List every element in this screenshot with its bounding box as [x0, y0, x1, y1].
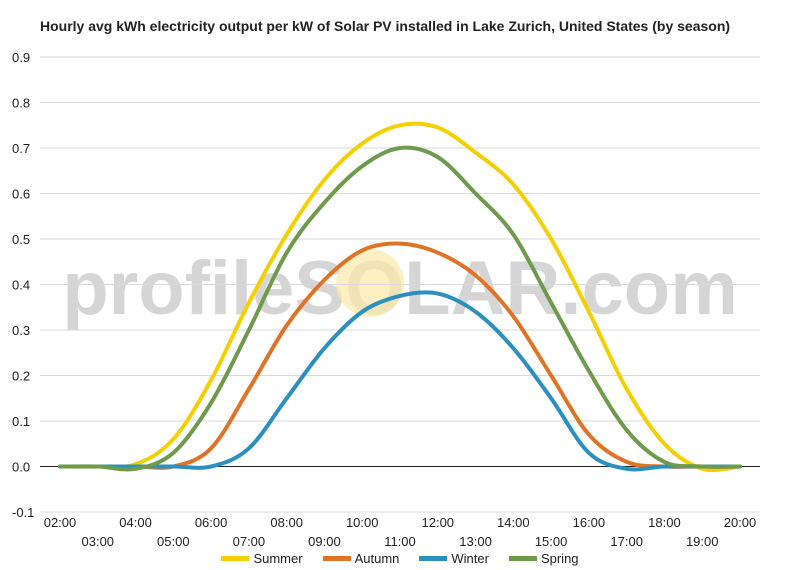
y-tick-label: 0.8: [12, 96, 30, 111]
x-tick-label: 17:00: [610, 534, 643, 549]
legend-swatch: [322, 555, 351, 561]
y-tick-label: 0.4: [12, 278, 30, 293]
legend-label: Summer: [253, 550, 303, 566]
series-line-winter: [58, 290, 742, 472]
legend-label: Winter: [451, 550, 489, 566]
x-tick-label: 20:00: [724, 515, 757, 530]
y-tick-label: 0.7: [12, 141, 30, 156]
x-tick-label: 03:00: [82, 534, 115, 549]
x-tick-label: 11:00: [384, 534, 416, 549]
legend-label: Autumn: [354, 550, 400, 566]
legend-item-autumn[interactable]: Autumn: [322, 550, 400, 566]
x-tick-label: 10:00: [346, 515, 379, 530]
x-tick-label: 12:00: [422, 515, 455, 530]
legend-item-summer[interactable]: Summer: [221, 550, 303, 566]
legend-swatch: [508, 555, 537, 561]
x-tick-label: 06:00: [195, 515, 228, 530]
x-tick-label: 14:00: [497, 515, 530, 530]
x-tick-label: 15:00: [535, 534, 568, 549]
y-tick-label: 0.9: [12, 50, 30, 65]
x-tick-label: 02:00: [44, 515, 77, 530]
y-tick-label: 0.3: [12, 323, 30, 338]
x-tick-label: 19:00: [686, 534, 719, 549]
series-line-summer: [58, 121, 742, 473]
y-tick-label: 0.6: [12, 187, 30, 202]
y-tick-label: -0.1: [12, 505, 34, 520]
x-tick-label: 13:00: [459, 534, 492, 549]
x-tick-label: 09:00: [308, 534, 341, 549]
y-tick-label: 0.5: [12, 232, 30, 247]
legend: Summer Autumn Winter Spring: [0, 549, 800, 566]
x-tick-label: 05:00: [157, 534, 190, 549]
x-tick-label: 04:00: [119, 515, 152, 530]
x-tick-label: 08:00: [270, 515, 303, 530]
legend-swatch: [221, 555, 250, 561]
y-tick-label: 0.2: [12, 369, 30, 384]
y-tick-label: 0.0: [12, 460, 30, 475]
x-tick-label: 16:00: [573, 515, 606, 530]
legend-item-spring[interactable]: Spring: [508, 550, 579, 566]
x-tick-label: 18:00: [648, 515, 681, 530]
legend-swatch: [419, 555, 448, 561]
y-tick-label: 0.1: [12, 414, 30, 429]
chart-title: Hourly avg kWh electricity output per kW…: [40, 18, 731, 34]
legend-label: Spring: [540, 550, 579, 566]
legend-item-winter[interactable]: Winter: [419, 550, 489, 566]
series-line-spring: [58, 145, 742, 472]
x-tick-label: 07:00: [233, 534, 266, 549]
